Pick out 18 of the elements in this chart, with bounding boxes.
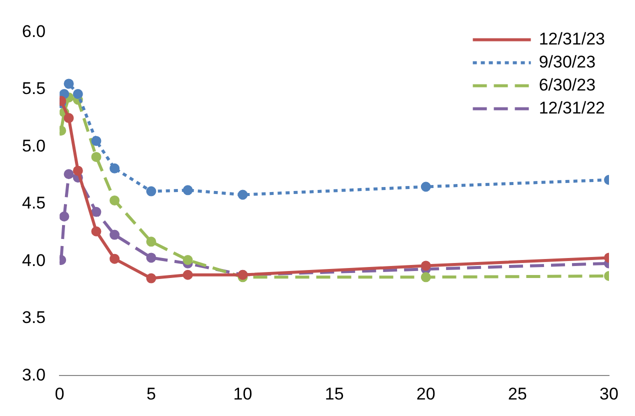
x-tick-label: 30	[600, 384, 618, 404]
y-tick-label: 5.0	[22, 136, 46, 156]
legend-label: 12/31/22	[538, 98, 606, 118]
legend-label: 6/30/23	[538, 75, 596, 94]
x-tick-label: 25	[508, 384, 527, 404]
x-tick-label: 20	[416, 384, 436, 404]
x-tick-label: 0	[54, 384, 64, 404]
x-tick-label: 15	[324, 384, 344, 404]
y-tick-label: 4.5	[22, 194, 46, 213]
y-tick-label: 4.0	[22, 250, 46, 270]
y-tick-label: 3.5	[22, 308, 46, 328]
x-tick-label: 10	[233, 384, 252, 404]
legend-label: 9/30/23	[538, 52, 596, 72]
y-tick-label: 5.5	[22, 79, 46, 98]
y-tick-label: 6.0	[22, 22, 46, 41]
legend-label: 12/31/23	[538, 29, 606, 48]
y-tick-label: 3.0	[22, 365, 46, 384]
x-tick-label: 5	[146, 384, 156, 404]
